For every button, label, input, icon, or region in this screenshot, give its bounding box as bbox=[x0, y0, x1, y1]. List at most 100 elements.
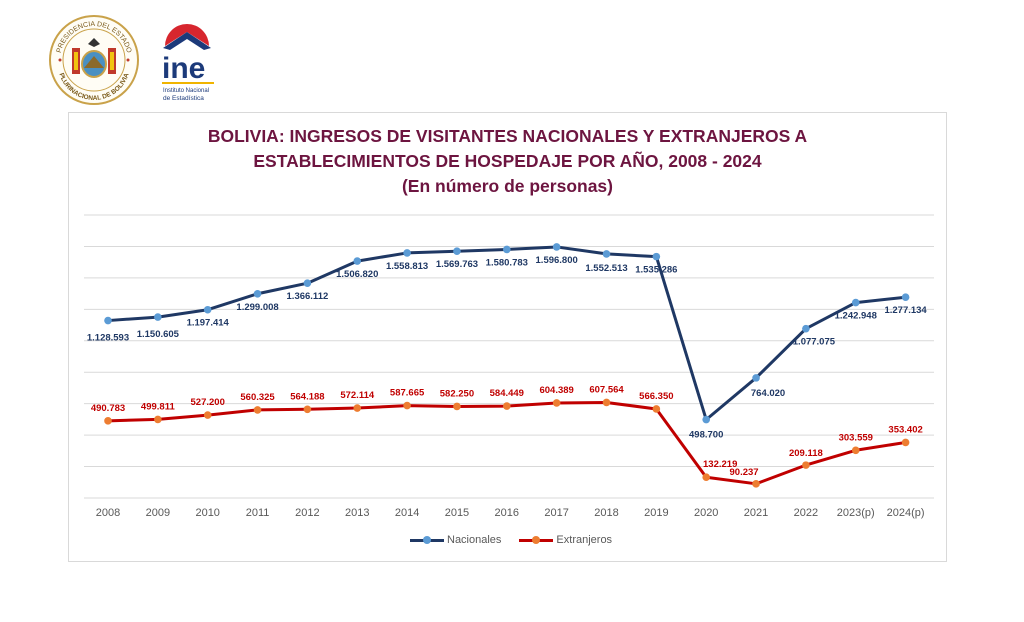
x-tick-label: 2009 bbox=[146, 507, 170, 519]
x-tick-label: 2020 bbox=[694, 507, 718, 519]
data-label-extranjeros: 560.325 bbox=[240, 392, 275, 403]
data-label-extranjeros: 607.564 bbox=[589, 384, 624, 395]
data-label-extranjeros: 584.449 bbox=[490, 388, 524, 399]
data-label-nacionales: 1.277.134 bbox=[884, 305, 927, 316]
data-point-extranjeros bbox=[154, 415, 162, 424]
data-label-nacionales: 498.700 bbox=[689, 430, 723, 441]
x-tick-label: 2023(p) bbox=[837, 507, 875, 519]
data-point-extranjeros bbox=[901, 438, 910, 447]
data-label-nacionales: 1.558.813 bbox=[386, 261, 428, 272]
chart-title-line-1: BOLIVIA: INGRESOS DE VISITANTES NACIONAL… bbox=[207, 126, 808, 146]
data-point-extranjeros bbox=[851, 446, 860, 455]
data-label-nacionales: 764.020 bbox=[751, 388, 785, 399]
x-tick-label: 2013 bbox=[345, 507, 369, 519]
data-label-extranjeros: 527.200 bbox=[191, 397, 225, 408]
chart-subtitle: (En número de personas) bbox=[401, 176, 613, 196]
data-label-extranjeros: 587.665 bbox=[390, 388, 425, 399]
x-tick-label: 2008 bbox=[96, 507, 120, 519]
data-label-nacionales: 1.197.414 bbox=[187, 318, 230, 329]
ine-logo-text: ine bbox=[162, 52, 205, 85]
x-tick-label: 2019 bbox=[644, 507, 668, 519]
data-point-nacionales bbox=[453, 247, 461, 255]
x-tick-label: 2024(p) bbox=[887, 507, 925, 519]
data-point-nacionales bbox=[253, 289, 262, 298]
data-label-extranjeros: 572.114 bbox=[340, 390, 375, 401]
data-point-nacionales bbox=[652, 252, 661, 261]
data-label-nacionales: 1.366.112 bbox=[287, 291, 329, 302]
legend-label-nacionales: Nacionales bbox=[447, 534, 502, 546]
data-label-extranjeros: 564.188 bbox=[290, 391, 324, 402]
legend-item-extranjeros: Extranjeros bbox=[519, 534, 612, 546]
x-axis-tick-labels: 2008 2009 2010 2011 2012 2013 2014 2015 2016 2017… bbox=[96, 507, 925, 519]
data-point-nacionales bbox=[802, 324, 810, 333]
data-label-nacionales: 1.552.513 bbox=[585, 263, 627, 274]
ine-subtitle-2: de Estadística bbox=[163, 95, 204, 102]
data-point-extranjeros bbox=[303, 405, 312, 414]
chart-area bbox=[68, 112, 947, 562]
data-label-nacionales: 1.077.075 bbox=[793, 337, 836, 348]
series-lines bbox=[107, 245, 906, 486]
data-point-extranjeros bbox=[702, 473, 710, 482]
x-tick-label: 2016 bbox=[495, 507, 519, 519]
legend-swatch-extranjeros bbox=[519, 535, 554, 545]
data-label-extranjeros: 566.350 bbox=[639, 391, 673, 402]
data-point-nacionales bbox=[552, 243, 561, 251]
data-point-extranjeros bbox=[752, 480, 760, 488]
data-point-extranjeros bbox=[802, 461, 810, 469]
legend-swatch-nacionales bbox=[410, 535, 444, 545]
legend-item-nacionales: Nacionales bbox=[410, 534, 501, 546]
x-tick-label: 2011 bbox=[246, 507, 270, 519]
data-label-extranjeros: 303.559 bbox=[839, 432, 873, 443]
data-point-nacionales bbox=[702, 415, 710, 424]
presidencia-seal-logo: PRESIDENCIA DEL ESTADO PLURINACIONAL DE … bbox=[48, 14, 140, 106]
data-point-extranjeros bbox=[602, 398, 611, 407]
x-tick-label: 2014 bbox=[395, 507, 419, 519]
x-tick-label: 2018 bbox=[594, 507, 618, 519]
data-point-extranjeros bbox=[652, 405, 661, 413]
data-label-extranjeros: 90.237 bbox=[730, 467, 759, 478]
data-label-extranjeros: 132.219 bbox=[703, 459, 737, 470]
data-point-extranjeros bbox=[253, 406, 262, 414]
data-label-nacionales: 1.128.593 bbox=[87, 333, 129, 344]
data-label-extranjeros: 582.250 bbox=[440, 388, 474, 399]
data-point-nacionales bbox=[851, 298, 860, 307]
data-label-nacionales: 1.150.605 bbox=[137, 329, 180, 340]
x-tick-label: 2012 bbox=[295, 507, 319, 519]
gridlines bbox=[84, 214, 934, 499]
series-markers bbox=[104, 243, 910, 488]
chart-title: BOLIVIA: INGRESOS DE VISITANTES NACIONAL… bbox=[68, 124, 947, 199]
chart-title-line-2: ESTABLECIMIENTOS DE HOSPEDAJE POR AÑO, 2… bbox=[253, 151, 762, 171]
data-label-extranjeros: 604.389 bbox=[539, 385, 573, 396]
data-label-extranjeros: 490.783 bbox=[91, 403, 125, 414]
data-label-extranjeros: 499.811 bbox=[141, 401, 176, 412]
data-point-nacionales bbox=[602, 250, 611, 258]
data-label-nacionales: 1.535.286 bbox=[635, 265, 677, 276]
data-label-extranjeros: 209.118 bbox=[789, 448, 823, 459]
data-point-nacionales bbox=[503, 245, 511, 254]
data-point-extranjeros bbox=[453, 402, 461, 411]
data-labels: 1.128.593 1.150.605 1.197.414 1.299.008 1.36… bbox=[87, 255, 928, 478]
data-point-nacionales bbox=[353, 257, 362, 265]
data-point-nacionales bbox=[104, 316, 112, 325]
x-tick-label: 2010 bbox=[195, 507, 219, 519]
data-point-nacionales bbox=[303, 279, 312, 288]
data-point-extranjeros bbox=[503, 402, 511, 410]
data-point-extranjeros bbox=[203, 411, 212, 419]
data-label-nacionales: 1.596.800 bbox=[536, 255, 578, 266]
data-point-extranjeros bbox=[552, 399, 561, 407]
ine-logo: ine Instituto Nacional de Estadística bbox=[160, 12, 220, 104]
data-point-nacionales bbox=[403, 249, 411, 257]
chart-legend: Nacionales Extranjeros bbox=[410, 534, 612, 546]
ine-subtitle-1: Instituto Nacional bbox=[163, 88, 209, 94]
x-tick-label: 2021 bbox=[744, 507, 768, 519]
x-tick-label: 2017 bbox=[544, 507, 568, 519]
x-tick-label: 2015 bbox=[445, 507, 469, 519]
data-point-nacionales bbox=[752, 374, 760, 382]
data-label-nacionales: 1.506.820 bbox=[336, 269, 378, 280]
data-label-nacionales: 1.242.948 bbox=[835, 311, 877, 322]
series-line-extranjeros bbox=[107, 400, 906, 486]
data-point-nacionales bbox=[901, 293, 910, 302]
x-tick-label: 2022 bbox=[794, 507, 818, 519]
data-label-nacionales: 1.569.763 bbox=[436, 259, 478, 270]
